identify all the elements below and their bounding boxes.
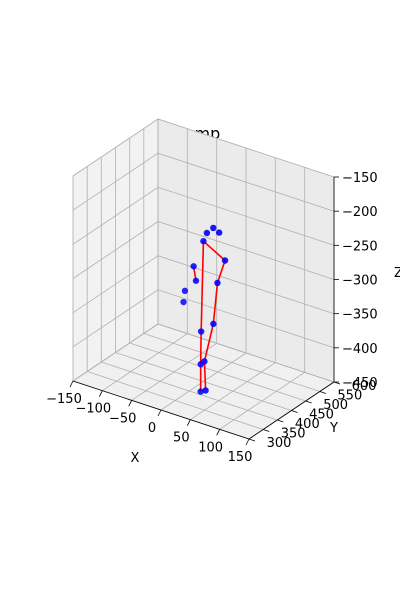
x-tick: [216, 429, 221, 436]
x-tick-label: −150: [46, 392, 82, 407]
x-axis-label: X: [131, 451, 140, 466]
z-tick-label: −250: [342, 239, 378, 254]
x-tick: [245, 438, 250, 446]
y-tick: [263, 429, 270, 432]
z-axis-label: Z: [394, 266, 400, 281]
z-tick-label: −350: [342, 308, 378, 323]
data-point: [197, 328, 205, 335]
y-tick-label: 350: [281, 427, 306, 442]
y-tick-label: 450: [309, 408, 334, 423]
data-line: [203, 361, 207, 391]
gridline-y: [157, 119, 335, 383]
data-point: [215, 229, 223, 236]
y-tick-label: 550: [337, 389, 362, 404]
data-point: [203, 229, 211, 237]
y-tick: [305, 400, 312, 404]
z-tick-label: −400: [342, 342, 378, 357]
data-line: [216, 260, 226, 284]
data-line: [212, 282, 219, 324]
gridline-z: [72, 118, 335, 178]
gridline-y: [143, 128, 320, 392]
y-tick-label: 300: [267, 436, 292, 451]
y-tick-label: 400: [295, 417, 320, 432]
z-tick-label: −200: [342, 205, 378, 220]
y-tick: [277, 419, 284, 423]
y-axis-label: Y: [329, 421, 338, 436]
x-tick: [98, 390, 103, 397]
z-tick-label: −150: [342, 171, 378, 186]
x-tick-label: 100: [198, 440, 223, 455]
z-tick-label: −300: [342, 274, 378, 289]
data-point: [200, 237, 207, 245]
x-tick: [186, 419, 191, 426]
data-point: [214, 279, 221, 287]
y-tick: [248, 438, 256, 442]
z-tick-label: −450: [342, 376, 378, 391]
data-point: [180, 298, 187, 306]
data-point: [210, 320, 217, 328]
y-tick-label: 500: [323, 398, 348, 413]
x-tick-label: −100: [75, 402, 111, 417]
x-tick: [69, 380, 74, 388]
data-point: [190, 263, 197, 270]
data-point: [192, 277, 200, 284]
data-line: [203, 323, 215, 362]
x-tick: [128, 400, 133, 407]
data-point: [202, 387, 209, 394]
y-tick-label: 600: [352, 379, 377, 394]
data-point: [197, 361, 204, 368]
data-point: [181, 287, 189, 295]
x-tick: [157, 409, 162, 417]
data-line: [202, 240, 226, 262]
data-line: [200, 241, 205, 332]
x-tick-label: 50: [173, 431, 190, 446]
x-tick-label: 150: [228, 450, 253, 465]
y-tick: [291, 410, 298, 413]
data-point: [197, 388, 204, 395]
y-tick: [319, 391, 326, 394]
x-tick-label: 0: [148, 421, 156, 436]
x-tick-label: −50: [109, 411, 136, 426]
data-point: [221, 257, 229, 264]
data-point: [210, 224, 217, 232]
